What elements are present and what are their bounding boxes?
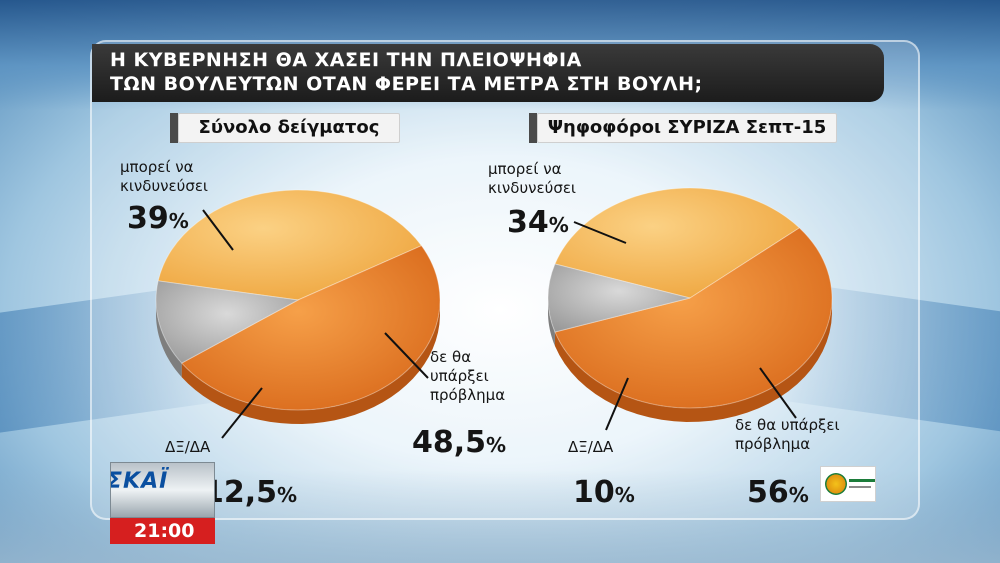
slice-label-2-line-3: πρόβλημα [430, 386, 505, 404]
leader-line-1 [573, 221, 627, 244]
title-bar: Η ΚΥΒΕΡΝΗΣΗ ΘΑ ΧΑΣΕΙ ΤΗΝ ΠΛΕΙΟΨΗΦΙΑ ΤΩΝ … [92, 44, 884, 102]
pie-slice-3 [155, 280, 300, 364]
slice-label-1-line-1: μπορεί να [120, 158, 194, 176]
pollster-logo-mark [849, 479, 875, 482]
pie-slice-1 [554, 187, 801, 299]
subhead-left-tab [170, 113, 178, 143]
slice-label-3-line-1: ΔΞ/ΔΑ [165, 438, 211, 456]
leader-line-2 [384, 332, 429, 379]
pie-slice-side-2 [181, 301, 440, 424]
slice-value-1: 39% [127, 201, 189, 236]
slice-label-2-line-2: πρόβλημα [735, 435, 810, 453]
pie-slice-1 [157, 189, 423, 301]
leader-line-2 [759, 367, 797, 419]
pie-slice-side-3 [156, 300, 182, 378]
slice-value-2: 48,5% [412, 425, 506, 460]
broadcast-clock: 21:00 [110, 518, 215, 544]
leader-line-3 [605, 377, 629, 431]
slice-label-1-line-2: κινδυνεύσει [488, 179, 576, 197]
slice-label-1-line-1: μπορεί να [488, 160, 562, 178]
pie-slice-side-3 [548, 298, 555, 346]
slice-label-2-line-1: δε θα υπάρξει [735, 416, 840, 434]
slice-value-3: 12,5% [203, 475, 297, 510]
channel-logo: ΣΚΑΪ [110, 462, 215, 518]
slice-value-1: 34% [507, 205, 569, 240]
pie-slice-2 [180, 245, 441, 411]
slice-label-3-line-1: ΔΞ/ΔΑ [568, 438, 614, 456]
pollster-logo-sun-icon [825, 473, 847, 495]
slice-value-2: 56% [747, 475, 809, 510]
pollster-logo [820, 466, 876, 502]
title-line-2: ΤΩΝ ΒΟΥΛΕΥΤΩΝ ΟΤΑΝ ΦΕΡΕΙ ΤΑ ΜΕΤΡΑ ΣΤΗ ΒΟ… [110, 73, 703, 95]
slice-label-1-line-2: κινδυνεύσει [120, 177, 208, 195]
leader-line-3 [221, 387, 263, 439]
pollster-logo-submark [849, 486, 871, 488]
slice-label-2-line-2: υπάρξει [430, 367, 489, 385]
pie-slice-2 [554, 227, 833, 409]
title-line-1: Η ΚΥΒΕΡΝΗΣΗ ΘΑ ΧΑΣΕΙ ΤΗΝ ΠΛΕΙΟΨΗΦΙΑ [110, 49, 582, 71]
slice-label-2-line-1: δε θα [430, 348, 471, 366]
pie-slice-3 [547, 263, 691, 333]
slice-value-3: 10% [573, 475, 635, 510]
channel-logo-text: ΣΚΑΪ [110, 469, 169, 494]
chart-title-right: Ψηφοφόροι ΣΥΡΙΖΑ Σεπτ-15 [537, 113, 837, 143]
chart-title-left: Σύνολο δείγματος [178, 113, 400, 143]
subhead-right-tab [529, 113, 537, 143]
leader-line-1 [202, 209, 234, 251]
